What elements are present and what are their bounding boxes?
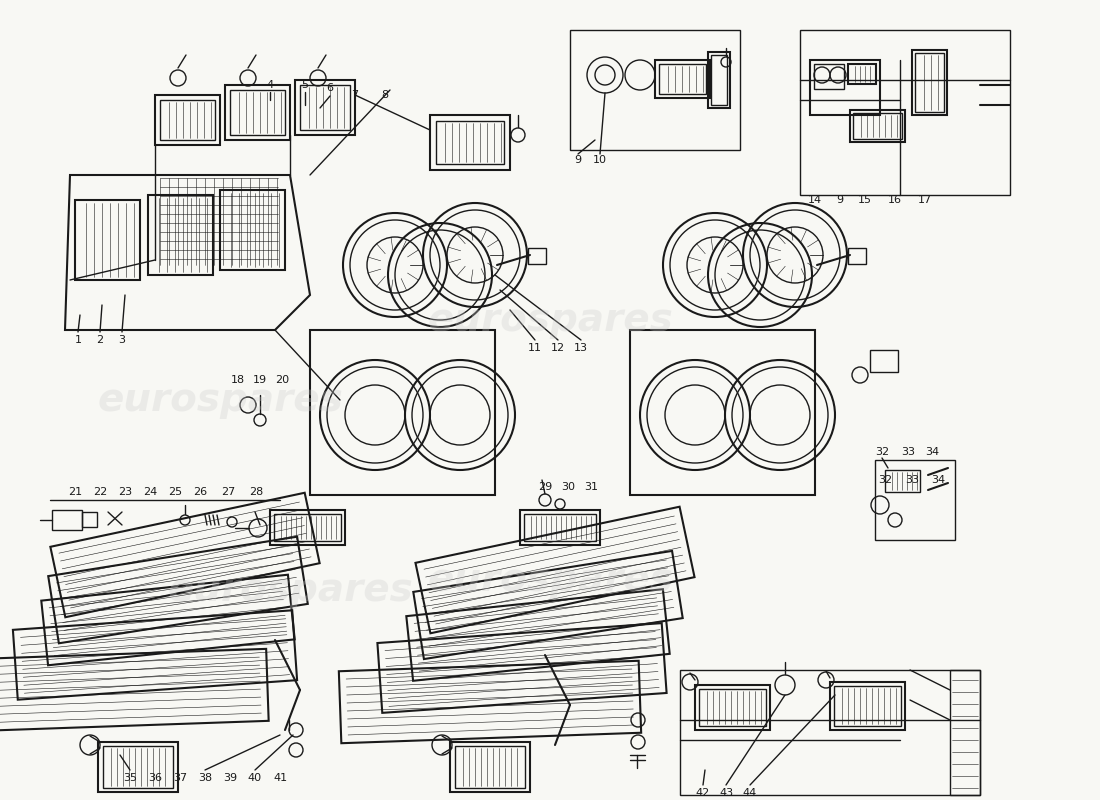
Text: 5: 5	[301, 80, 308, 90]
Text: 39: 39	[223, 773, 238, 783]
Text: 33: 33	[901, 447, 915, 457]
Text: 30: 30	[561, 482, 575, 492]
Bar	[75, 200, 140, 280]
Text: 35: 35	[123, 773, 138, 783]
Text: 34: 34	[925, 447, 939, 457]
Text: 24: 24	[143, 487, 157, 497]
Bar	[295, 80, 355, 135]
Bar	[436, 121, 504, 164]
Bar	[310, 330, 495, 495]
Text: eurospares: eurospares	[97, 381, 343, 419]
Bar	[711, 55, 727, 105]
Text: 1: 1	[75, 335, 81, 345]
Bar	[814, 64, 844, 89]
Text: 26: 26	[192, 487, 207, 497]
Text: 31: 31	[584, 482, 598, 492]
Text: 3: 3	[119, 335, 125, 345]
Bar	[300, 85, 350, 130]
Text: 22: 22	[92, 487, 107, 497]
Text: 41: 41	[273, 773, 287, 783]
Bar	[148, 195, 213, 275]
Bar	[570, 30, 740, 150]
Bar	[912, 50, 947, 115]
Text: 20: 20	[275, 375, 289, 385]
Bar	[848, 64, 876, 84]
Bar	[155, 95, 220, 145]
Text: 18: 18	[231, 375, 245, 385]
Bar	[430, 115, 510, 170]
Bar	[698, 689, 766, 726]
Text: 38: 38	[198, 773, 212, 783]
Text: 28: 28	[249, 487, 263, 497]
Text: 7: 7	[351, 90, 359, 100]
Text: 9: 9	[836, 195, 844, 205]
Text: 33: 33	[905, 475, 918, 485]
Text: 21: 21	[68, 487, 82, 497]
Text: 25: 25	[168, 487, 183, 497]
Bar	[695, 685, 770, 730]
Bar	[708, 52, 730, 108]
Bar	[680, 670, 980, 795]
Bar	[852, 113, 902, 139]
Bar	[886, 470, 920, 492]
Text: 32: 32	[878, 475, 892, 485]
Bar	[270, 510, 345, 545]
Text: eurospares: eurospares	[427, 301, 673, 339]
Text: 23: 23	[118, 487, 132, 497]
Bar	[103, 746, 173, 788]
Text: 32: 32	[874, 447, 889, 457]
Bar	[834, 686, 901, 726]
Text: 34: 34	[931, 475, 945, 485]
Text: 10: 10	[593, 155, 607, 165]
Bar	[800, 30, 1010, 195]
Bar	[82, 512, 97, 527]
Text: 17: 17	[917, 195, 932, 205]
Text: 40: 40	[248, 773, 262, 783]
Bar	[455, 746, 525, 788]
Text: 44: 44	[742, 788, 757, 798]
Bar	[274, 514, 341, 541]
Text: 13: 13	[574, 343, 589, 353]
Bar	[520, 510, 600, 545]
Text: eurospares: eurospares	[427, 561, 673, 599]
Bar	[98, 742, 178, 792]
Bar	[450, 742, 530, 792]
Bar	[848, 248, 866, 264]
Text: 15: 15	[858, 195, 872, 205]
Text: 29: 29	[538, 482, 552, 492]
Bar	[528, 248, 546, 264]
Text: 19: 19	[253, 375, 267, 385]
Bar	[874, 460, 955, 540]
Bar	[226, 85, 290, 140]
Text: 11: 11	[528, 343, 542, 353]
Bar	[659, 64, 706, 94]
Bar	[870, 350, 898, 372]
Text: 8: 8	[382, 90, 388, 100]
Bar	[524, 514, 596, 541]
Text: 36: 36	[148, 773, 162, 783]
Bar	[654, 60, 710, 98]
Text: eurospares: eurospares	[167, 571, 412, 609]
Bar	[230, 90, 285, 135]
Bar	[160, 100, 215, 140]
Text: 42: 42	[696, 788, 711, 798]
Text: 43: 43	[719, 788, 733, 798]
Bar	[830, 682, 905, 730]
Text: 4: 4	[266, 80, 274, 90]
Bar	[52, 510, 82, 530]
Bar	[630, 330, 815, 495]
Text: 16: 16	[888, 195, 902, 205]
Bar	[220, 190, 285, 270]
Text: 6: 6	[327, 83, 333, 93]
Text: 14: 14	[807, 195, 822, 205]
Text: 37: 37	[173, 773, 187, 783]
Bar	[915, 53, 944, 112]
Bar	[810, 60, 880, 115]
Text: 2: 2	[97, 335, 103, 345]
Text: 12: 12	[551, 343, 565, 353]
Bar	[850, 110, 905, 142]
Text: 9: 9	[574, 155, 582, 165]
Text: 27: 27	[221, 487, 235, 497]
